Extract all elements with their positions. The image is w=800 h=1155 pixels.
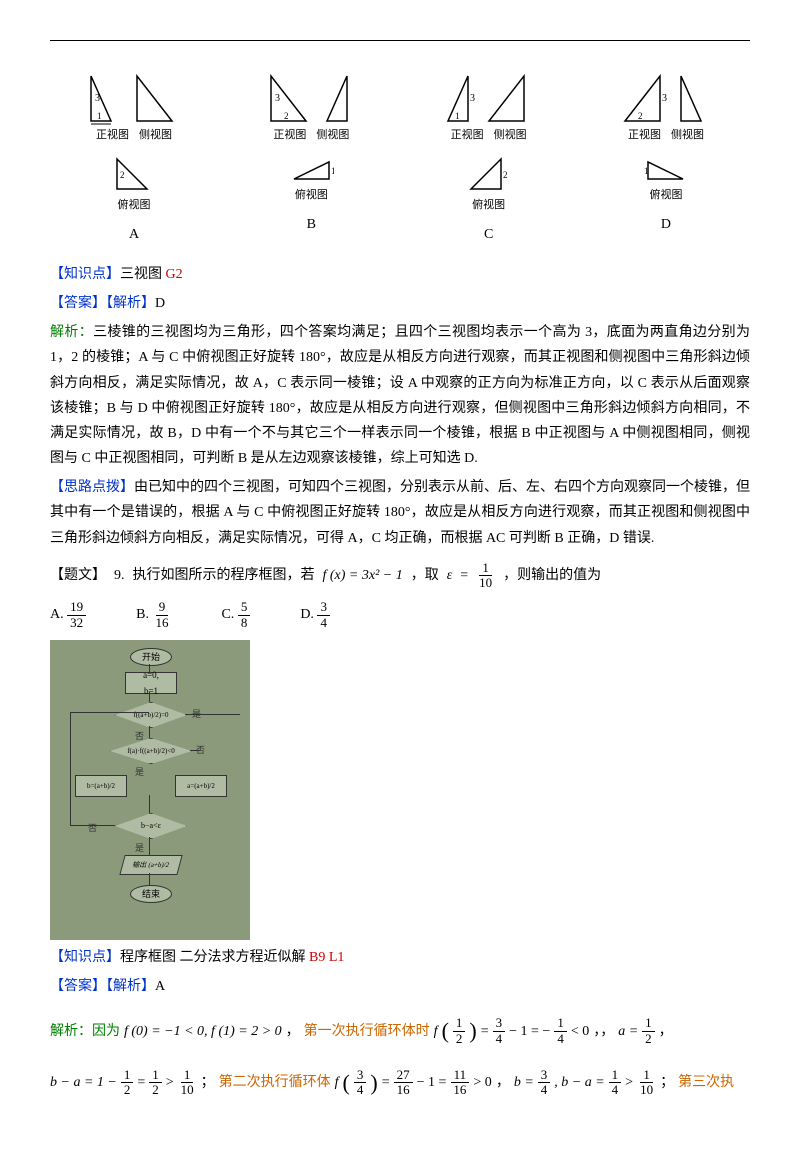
q9-option-a: A. 1932 xyxy=(50,600,86,630)
svg-text:2: 2 xyxy=(284,111,289,121)
three-view-diagrams: 3 1 正视图 侧视图 2 俯视图 A 3 2 xyxy=(50,71,750,247)
svg-text:1: 1 xyxy=(455,111,460,121)
flowchart-image: 开始 a=0, b=1 f((a+b)/2)=0 是 否 f(a)·f((a+b… xyxy=(50,640,250,940)
analysis-1: 解析：三棱锥的三视图均为三角形，四个答案均满足；且四个三视图均表示一个高为 3，… xyxy=(50,320,750,471)
diagram-set-d: 3 2 正视图 侧视图 1 俯视图 D xyxy=(582,71,750,247)
diagram-set-b: 3 2 正视图 侧视图 1 俯视图 B xyxy=(227,71,395,247)
label-front: 正视图 xyxy=(96,126,129,146)
diagram-set-c: 3 1 正视图 侧视图 2 俯视图 C xyxy=(405,71,573,247)
page-top-rule xyxy=(50,40,750,41)
q9-option-d: D. 34 xyxy=(300,600,330,630)
option-b: B xyxy=(307,212,316,237)
option-d: D xyxy=(661,212,671,237)
svg-text:3: 3 xyxy=(95,93,100,104)
svg-text:3: 3 xyxy=(275,93,280,104)
answer-1: 【答案】【解析】D xyxy=(50,291,750,316)
solution-line-2: b − a = 1 − 12 = 12 > 110 ； 第二次执行循环体 f (… xyxy=(50,1063,750,1103)
q9-stem: 【题文】9. 执行如图所示的程序框图，若 f (x) = 3x² − 1，取 ε… xyxy=(50,561,750,591)
svg-text:3: 3 xyxy=(662,93,667,104)
svg-text:1: 1 xyxy=(644,166,649,176)
label-top: 俯视图 xyxy=(118,196,151,216)
svg-text:2: 2 xyxy=(503,170,508,180)
svg-text:2: 2 xyxy=(120,170,125,180)
answer-2: 【答案】【解析】A xyxy=(50,974,750,999)
hint-1: 【思路点拨】由已知中的四个三视图，可知四个三视图，分别表示从前、后、左、右四个方… xyxy=(50,475,750,551)
knowledge-point-1: 【知识点】三视图 G2 xyxy=(50,262,750,287)
svg-text:1: 1 xyxy=(97,111,102,121)
q9-options: A. 1932 B. 916 C. 58 D. 34 xyxy=(50,600,750,630)
option-c: C xyxy=(484,222,493,247)
q9-option-c: C. 58 xyxy=(221,600,250,630)
solution-line-1: 解析：因为 f (0) = −1 < 0, f (1) = 2 > 0， 第一次… xyxy=(50,1011,750,1051)
label-side: 侧视图 xyxy=(139,126,172,146)
option-a: A xyxy=(129,222,139,247)
knowledge-point-2: 【知识点】程序框图 二分法求方程近似解 B9 L1 xyxy=(50,945,750,970)
svg-text:1: 1 xyxy=(331,166,334,176)
diagram-set-a: 3 1 正视图 侧视图 2 俯视图 A xyxy=(50,71,218,247)
svg-text:3: 3 xyxy=(470,93,475,104)
svg-text:2: 2 xyxy=(638,111,643,121)
q9-option-b: B. 916 xyxy=(136,600,171,630)
